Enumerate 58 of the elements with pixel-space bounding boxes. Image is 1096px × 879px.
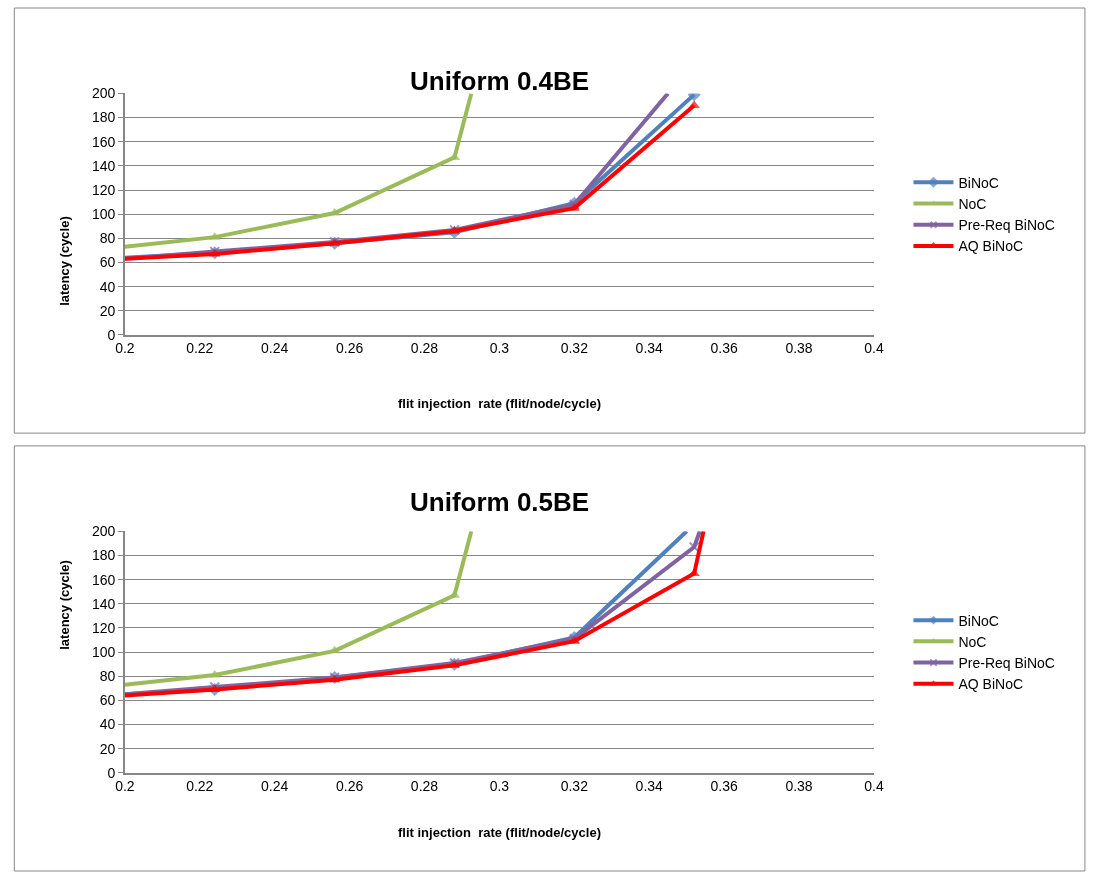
x-tick-label: 0.22 xyxy=(186,778,214,795)
y-tick-label: 160 xyxy=(91,571,116,588)
y-tick-label: 200 xyxy=(91,523,116,540)
y-tick-label: 60 xyxy=(99,254,116,271)
legend-label: AQ BiNoC xyxy=(958,676,1024,693)
x-tick-label: 0.28 xyxy=(410,778,439,795)
x-tick-label: 0.38 xyxy=(785,340,813,357)
x-tick-label: 0.2 xyxy=(115,778,135,795)
x-tick-label: 0.36 xyxy=(710,778,738,795)
y-tick-label: 20 xyxy=(99,302,116,319)
y-tick-label: 20 xyxy=(99,740,116,757)
x-tick-label: 0.24 xyxy=(261,340,289,357)
y-tick-label: 120 xyxy=(91,619,116,636)
x-tick-label: 0.38 xyxy=(785,778,813,795)
x-axis-title: flit injection rate (flit/node/cycle) xyxy=(398,825,601,840)
y-tick-label: 100 xyxy=(91,643,116,660)
x-tick-label: 0.3 xyxy=(489,778,510,795)
y-tick-label: 0 xyxy=(107,764,116,781)
y-tick-label: 180 xyxy=(91,109,116,126)
x-tick-label: 0.4 xyxy=(864,340,884,357)
legend-label: BiNoC xyxy=(958,612,999,629)
chart-title: Uniform 0.5BE xyxy=(410,487,590,517)
y-tick-label: 140 xyxy=(91,595,116,612)
y-tick-label: 80 xyxy=(99,230,116,247)
x-tick-label: 0.22 xyxy=(186,340,214,357)
x-tick-label: 0.2 xyxy=(115,340,135,357)
legend-label: Pre-Req BiNoC xyxy=(958,655,1055,672)
legend-label: BiNoC xyxy=(958,174,999,191)
x-tick-label: 0.28 xyxy=(410,340,439,357)
x-tick-label: 0.34 xyxy=(635,778,664,795)
chart-title: Uniform 0.4BE xyxy=(410,66,590,96)
x-tick-label: 0.4 xyxy=(864,778,884,795)
x-tick-label: 0.26 xyxy=(335,778,364,795)
y-tick-label: 0 xyxy=(107,326,116,343)
y-tick-label: 40 xyxy=(99,716,116,733)
x-tick-label: 0.32 xyxy=(560,340,589,357)
y-tick-label: 80 xyxy=(99,668,116,685)
x-tick-label: 0.24 xyxy=(261,778,289,795)
legend-label: NoC xyxy=(958,633,987,650)
legend-label: AQ BiNoC xyxy=(958,238,1024,255)
x-tick-label: 0.36 xyxy=(710,340,738,357)
x-tick-label: 0.34 xyxy=(635,340,664,357)
y-axis-title: latency (cycle) xyxy=(56,216,72,306)
y-tick-label: 120 xyxy=(91,181,116,198)
x-axis-title: flit injection rate (flit/node/cycle) xyxy=(398,396,601,411)
y-tick-label: 40 xyxy=(99,278,116,295)
y-tick-label: 140 xyxy=(91,157,116,174)
y-tick-label: 200 xyxy=(91,85,116,102)
legend-label: Pre-Req BiNoC xyxy=(958,217,1055,234)
y-tick-label: 60 xyxy=(99,692,116,709)
y-axis-title: latency (cycle) xyxy=(56,560,72,650)
x-tick-label: 0.32 xyxy=(560,778,589,795)
y-tick-label: 160 xyxy=(91,133,116,150)
y-tick-label: 100 xyxy=(91,206,116,223)
x-tick-label: 0.26 xyxy=(335,340,364,357)
y-tick-label: 180 xyxy=(91,547,116,564)
legend-label: NoC xyxy=(958,195,987,212)
x-tick-label: 0.3 xyxy=(489,340,510,357)
